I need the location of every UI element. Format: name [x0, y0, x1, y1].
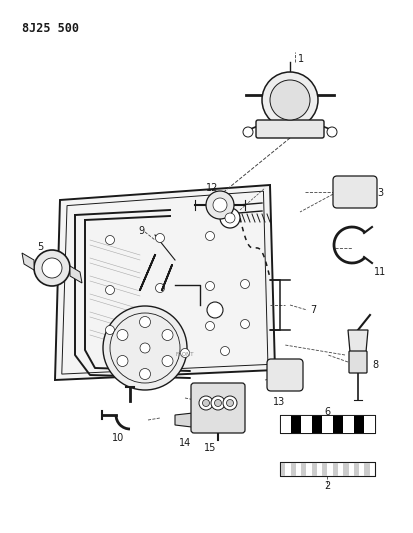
Circle shape [139, 317, 150, 327]
Bar [332, 462, 337, 476]
Text: 7: 7 [309, 305, 316, 315]
Text: 13: 13 [272, 397, 285, 407]
Polygon shape [70, 266, 82, 283]
FancyBboxPatch shape [266, 359, 302, 391]
Circle shape [105, 286, 114, 295]
Circle shape [140, 343, 150, 353]
FancyBboxPatch shape [348, 351, 366, 373]
Circle shape [42, 258, 62, 278]
Polygon shape [347, 330, 367, 352]
Circle shape [103, 306, 187, 390]
Text: 4: 4 [214, 200, 221, 210]
Circle shape [211, 396, 224, 410]
Bar [279, 415, 290, 433]
Text: 11: 11 [373, 267, 385, 277]
Bar [279, 415, 374, 433]
Text: 6: 6 [324, 407, 330, 417]
Circle shape [269, 80, 309, 120]
Text: 2: 2 [324, 481, 330, 491]
Circle shape [205, 281, 214, 290]
Circle shape [219, 208, 240, 228]
Circle shape [220, 346, 229, 356]
Text: 10: 10 [112, 433, 124, 443]
FancyBboxPatch shape [255, 120, 323, 138]
Circle shape [105, 326, 114, 335]
Circle shape [130, 351, 139, 359]
Text: 5: 5 [37, 242, 43, 252]
Bar [342, 415, 353, 433]
Circle shape [242, 127, 252, 137]
Circle shape [161, 329, 173, 341]
Polygon shape [55, 185, 274, 380]
Circle shape [226, 400, 233, 407]
Circle shape [117, 356, 128, 367]
Text: 3: 3 [376, 188, 382, 198]
Circle shape [202, 400, 209, 407]
Bar [363, 415, 374, 433]
FancyBboxPatch shape [332, 176, 376, 208]
Circle shape [205, 321, 214, 330]
Circle shape [206, 191, 233, 219]
Polygon shape [62, 191, 267, 374]
Bar [321, 462, 327, 476]
Circle shape [161, 356, 173, 367]
Circle shape [240, 319, 249, 328]
Circle shape [223, 396, 236, 410]
Circle shape [206, 302, 223, 318]
Circle shape [117, 329, 128, 341]
Circle shape [105, 236, 114, 245]
Text: 8J25 500: 8J25 500 [22, 22, 79, 35]
Circle shape [205, 231, 214, 240]
Text: 15: 15 [203, 443, 216, 453]
Circle shape [326, 127, 336, 137]
Circle shape [110, 313, 180, 383]
Text: 8: 8 [371, 360, 377, 370]
Circle shape [155, 233, 164, 243]
Circle shape [240, 279, 249, 288]
Bar [321, 415, 332, 433]
Circle shape [224, 213, 235, 223]
FancyBboxPatch shape [190, 383, 244, 433]
Text: FRONT: FRONT [176, 352, 194, 358]
Circle shape [155, 284, 164, 293]
Circle shape [199, 396, 212, 410]
Circle shape [180, 349, 189, 358]
Bar [311, 462, 316, 476]
Bar [279, 462, 374, 476]
Circle shape [212, 198, 226, 212]
Text: 14: 14 [178, 438, 191, 448]
Text: 1: 1 [297, 54, 304, 64]
Bar [279, 462, 285, 476]
Text: 12: 12 [205, 183, 218, 193]
Circle shape [34, 250, 70, 286]
Polygon shape [175, 412, 202, 428]
Polygon shape [22, 253, 34, 270]
Circle shape [155, 324, 164, 333]
Circle shape [139, 368, 150, 379]
Bar [363, 462, 369, 476]
Bar [353, 462, 358, 476]
Bar [300, 462, 306, 476]
Circle shape [261, 72, 317, 128]
Bar [300, 415, 311, 433]
Text: 9: 9 [138, 226, 144, 236]
Bar [342, 462, 348, 476]
Circle shape [214, 400, 221, 407]
Bar [290, 462, 295, 476]
